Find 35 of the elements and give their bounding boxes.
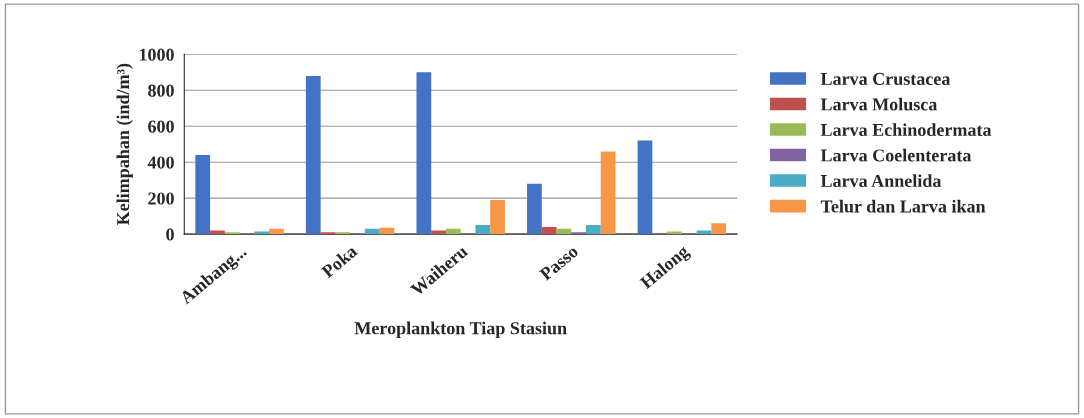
bar: [527, 183, 542, 235]
bar: [600, 151, 616, 235]
bar: [210, 230, 225, 235]
bar: [269, 228, 284, 235]
bar: [305, 75, 321, 235]
y-tick-label: 200: [148, 192, 174, 205]
bar: [431, 230, 446, 235]
y-tick-label: 600: [148, 120, 174, 133]
legend-label: Telur dan Larva ikan: [820, 199, 986, 213]
bar: [667, 231, 682, 235]
bar: [364, 228, 380, 235]
bar: [637, 140, 653, 235]
bar: [254, 231, 270, 235]
y-tick-label: 0: [166, 228, 174, 241]
bar: [541, 226, 557, 235]
bar: [475, 225, 491, 235]
y-tick-label: 400: [147, 156, 174, 169]
bar: [195, 154, 211, 235]
x-axis-title: Meroplankton Tiap Stasiun: [354, 321, 567, 338]
bar: [416, 72, 432, 235]
bar: [696, 230, 712, 235]
y-axis-title: Kelimpahan (ind/m³): [116, 63, 133, 226]
legend-label: Larva Molusca: [820, 97, 938, 111]
bar: [379, 227, 395, 235]
y-tick-label: 1000: [139, 48, 174, 61]
legend-label: Larva Coelenterata: [820, 148, 972, 162]
bar: [445, 228, 461, 235]
x-tick-label: Poka: [320, 243, 359, 279]
legend-label: Larva Annelida: [820, 174, 942, 188]
bar: [586, 225, 601, 235]
legend-label: Larva Echinodermata: [820, 123, 992, 137]
bar: [711, 223, 727, 235]
y-tick-label: 800: [148, 84, 174, 97]
legend-label: Larva Crustacea: [820, 72, 951, 86]
bar: [490, 199, 505, 235]
